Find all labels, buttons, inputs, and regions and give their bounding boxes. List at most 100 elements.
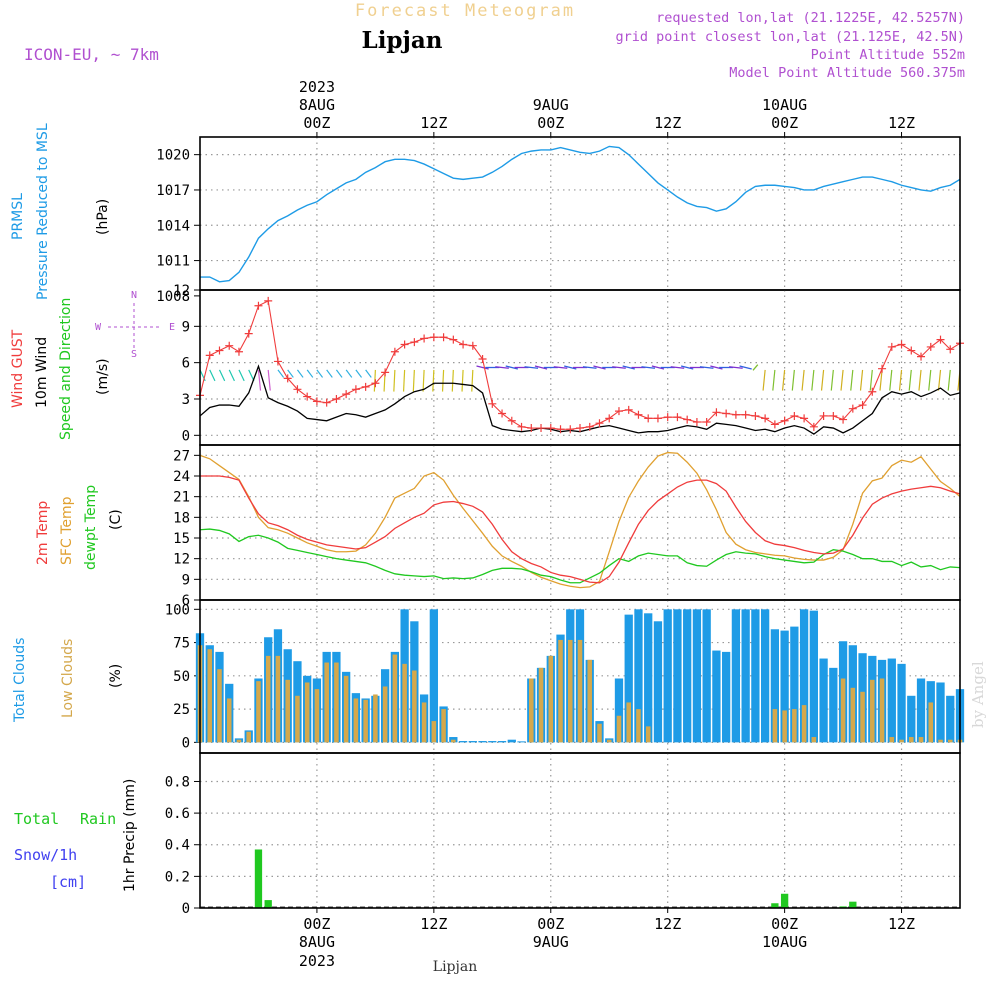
gust-marker	[507, 416, 516, 425]
y-tick-label: 3	[182, 392, 190, 408]
wind-direction-arrow	[850, 369, 854, 391]
low-cloud-bar	[382, 686, 388, 743]
gust-marker	[673, 413, 682, 422]
wind-direction-arrow	[739, 365, 752, 370]
wind-direction-arrow	[641, 366, 656, 369]
compass-east: E	[169, 322, 175, 333]
gust-marker	[371, 379, 380, 388]
watermark: by Angel	[969, 661, 987, 728]
y-tick-label: 0.2	[165, 869, 190, 885]
low-cloud-bar	[879, 678, 885, 743]
y-tick-label: 12	[173, 283, 190, 299]
y-tick-label: 1014	[156, 218, 190, 234]
wind-10m-label: 10m Wind	[34, 337, 50, 408]
gust-marker	[692, 417, 701, 426]
gust-marker	[488, 399, 497, 408]
gust-marker	[303, 392, 312, 401]
rain-label: Rain	[80, 810, 116, 828]
y-tick-label: 0.8	[165, 774, 190, 790]
gust-marker	[517, 422, 526, 431]
gust-marker	[595, 419, 604, 428]
model-label: ICON-EU, ~ 7km	[24, 45, 159, 64]
total-cloud-bar	[809, 610, 818, 743]
wind-direction-arrow	[947, 369, 951, 391]
wind-direction-arrow	[918, 369, 922, 391]
rain-bar	[264, 900, 272, 908]
low-cloud-bar	[597, 723, 602, 743]
low-cloud-bar	[431, 721, 437, 743]
low-cloud-bar	[421, 702, 427, 743]
wind-direction-arrow	[534, 365, 548, 370]
gust-marker	[780, 416, 789, 425]
low-cloud-bar	[840, 678, 846, 743]
precip-labels: Total Rain Snow/1h [cm] 1hr Precip (mm)	[14, 779, 138, 892]
wind-direction-arrow	[680, 365, 694, 370]
pressure-labels: PRMSL Pressure Reduced to MSL (hPa)	[10, 123, 111, 300]
precip-panel: 0 0.2 0.4 0.6 0.8	[165, 752, 961, 917]
compass-south: S	[131, 349, 137, 360]
gust-marker	[312, 397, 321, 406]
gust-marker	[332, 394, 341, 403]
gust-marker	[946, 345, 955, 354]
gust-marker	[498, 409, 507, 418]
low-cloud-bar	[314, 689, 320, 743]
low-cloud-bar	[606, 739, 612, 743]
total-cloud-bar	[634, 609, 643, 743]
temp-labels: 2m Temp SFC Temp dewpt Temp (C)	[35, 485, 124, 570]
total-cloud-bar	[936, 682, 945, 743]
low-cloud-bar	[616, 715, 622, 743]
gust-marker	[293, 385, 302, 394]
gust-marker	[634, 410, 643, 419]
wind-direction-arrow	[801, 369, 805, 391]
wind-unit: (m/s)	[95, 358, 111, 395]
gust-marker	[342, 390, 351, 399]
bottom-tick-label: 00Z	[303, 915, 330, 933]
low-cloud-bar	[217, 669, 222, 743]
wind-direction-arrow	[228, 369, 235, 382]
wind-direction-arrow	[345, 369, 353, 378]
low-cloud-bar	[772, 709, 778, 743]
gust-marker	[683, 415, 692, 424]
wind-direction-arrow	[811, 369, 815, 391]
total-cloud-bar	[887, 658, 896, 743]
low-cloud-bar	[850, 687, 856, 743]
total-cloud-bar	[673, 609, 682, 743]
low-cloud-bar	[353, 698, 359, 743]
wind-direction-arrow	[306, 369, 314, 378]
wind-direction-arrow	[729, 366, 743, 369]
wind-compass: N S W E	[95, 290, 175, 360]
gust-marker	[244, 329, 253, 338]
top-date-label: 2023	[299, 78, 335, 96]
wind-direction-arrow	[471, 369, 474, 392]
pressure-label-2: Pressure Reduced to MSL	[35, 123, 51, 300]
wind-direction-arrow	[365, 369, 372, 378]
bottom-date-label: 9AUG	[533, 933, 569, 951]
total-cloud-bar	[653, 621, 663, 743]
wind-direction-arrow	[772, 369, 776, 391]
gust-marker	[215, 346, 224, 355]
cloud-labels: Total Clouds Low Clouds (%)	[12, 638, 124, 723]
dewpt-label: dewpt Temp	[83, 485, 99, 570]
gust-marker	[897, 340, 906, 349]
t2m-line	[200, 475, 961, 584]
y-tick-label: 0	[182, 428, 190, 444]
total-cloud-bar	[731, 609, 741, 743]
total-cloud-bar	[468, 741, 477, 743]
y-tick-label: 1017	[156, 183, 190, 199]
location-title: Lipjan	[362, 27, 443, 54]
wind-direction-arrow	[495, 366, 509, 369]
wind-direction-arrow	[928, 369, 932, 391]
wind-gust-label: Wind GUST	[10, 329, 26, 408]
y-tick-label: 6	[182, 593, 190, 609]
gust-marker	[556, 425, 565, 434]
wind-direction-arrow	[830, 369, 834, 391]
wind-direction-arrow	[593, 365, 606, 370]
top-date-label: 9AUG	[533, 96, 569, 114]
low-cloud-bar	[363, 699, 368, 743]
total-cloud-bar	[458, 741, 468, 743]
gust-marker	[653, 414, 662, 423]
low-cloud-bar	[334, 662, 339, 743]
gust-marker	[283, 374, 292, 383]
wind-direction-arrow	[937, 369, 942, 391]
